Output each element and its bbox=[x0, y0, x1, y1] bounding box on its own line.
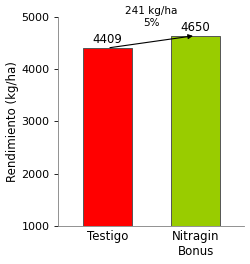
Y-axis label: Rendimiento (kg/ha): Rendimiento (kg/ha) bbox=[6, 61, 18, 182]
Text: 4409: 4409 bbox=[92, 34, 122, 46]
Text: 241 kg/ha
5%: 241 kg/ha 5% bbox=[125, 6, 178, 28]
Text: 4650: 4650 bbox=[181, 21, 210, 34]
Bar bbox=[172, 36, 220, 225]
Bar bbox=[83, 48, 132, 225]
